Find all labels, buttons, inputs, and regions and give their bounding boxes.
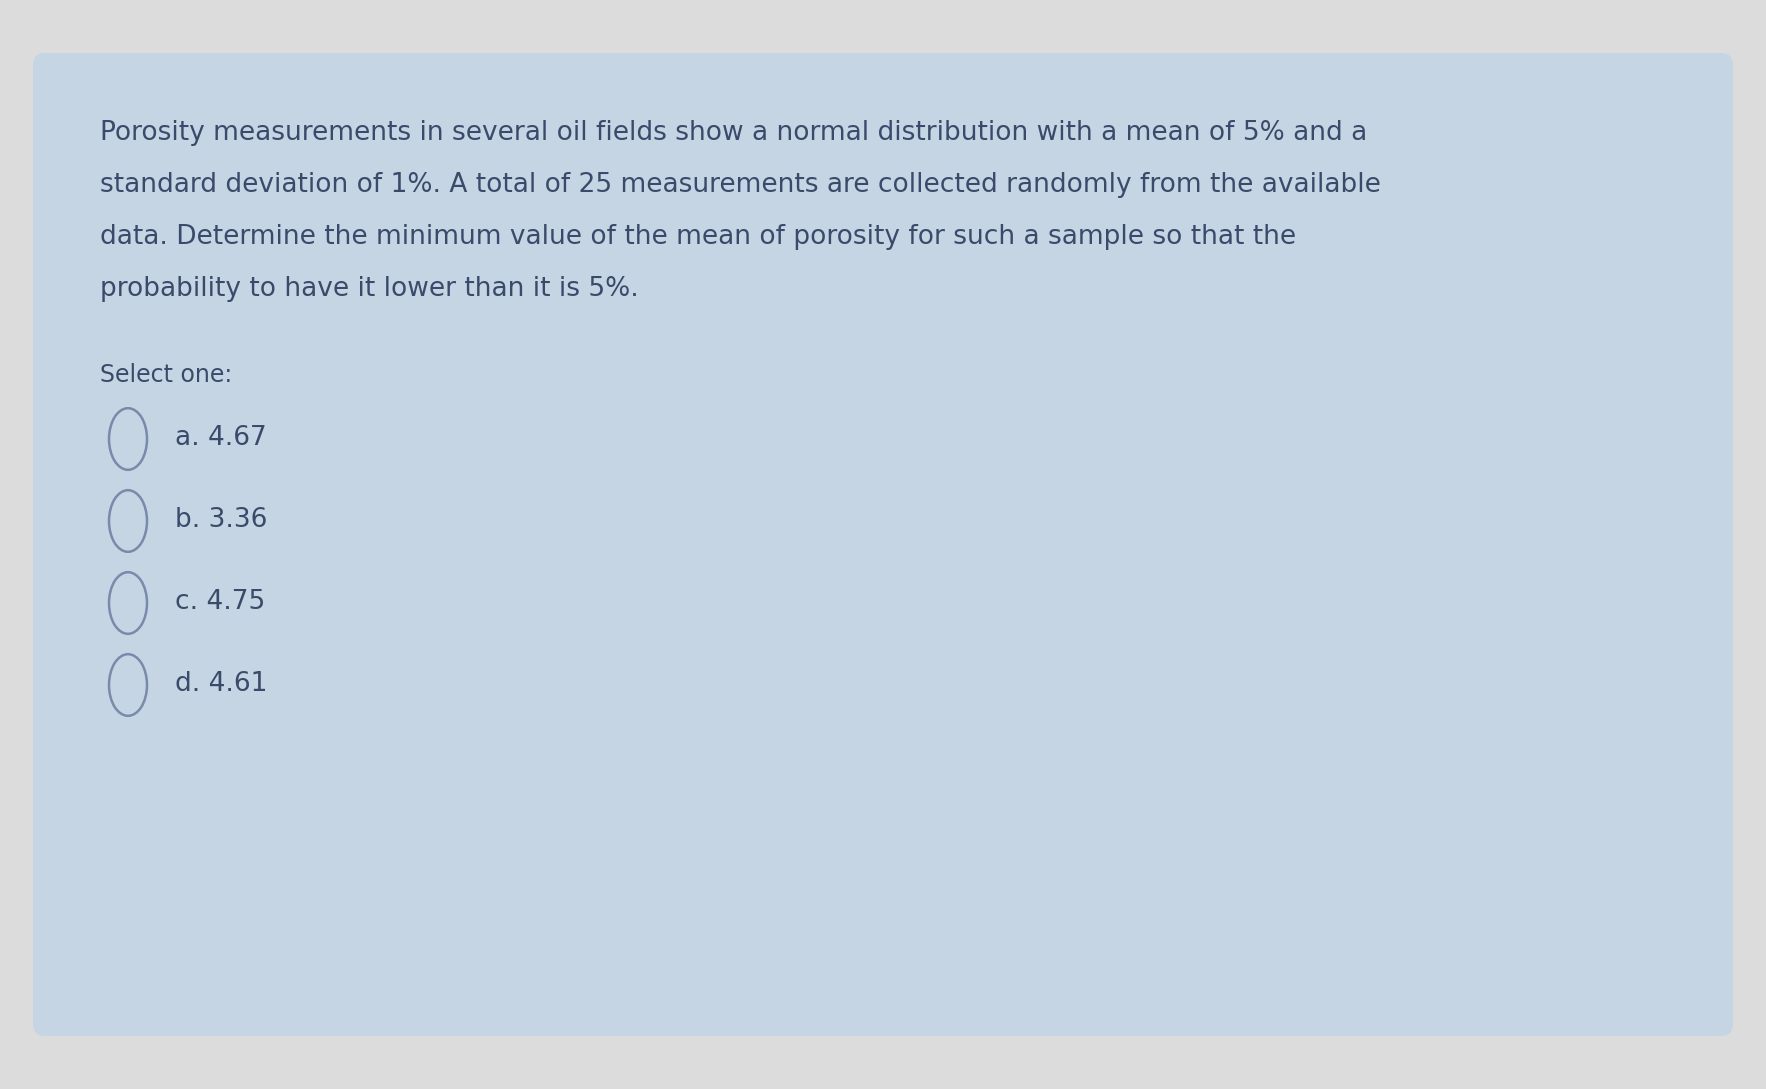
Text: Porosity measurements in several oil fields show a normal distribution with a me: Porosity measurements in several oil fie… (101, 120, 1367, 146)
Text: data. Determine the minimum value of the mean of porosity for such a sample so t: data. Determine the minimum value of the… (101, 224, 1296, 250)
Text: Select one:: Select one: (101, 363, 233, 387)
Text: a. 4.67: a. 4.67 (175, 425, 267, 451)
Text: d. 4.61: d. 4.61 (175, 671, 267, 697)
FancyBboxPatch shape (34, 53, 1732, 1036)
Text: probability to have it lower than it is 5%.: probability to have it lower than it is … (101, 276, 639, 302)
Text: b. 3.36: b. 3.36 (175, 507, 267, 533)
Text: standard deviation of 1%. A total of 25 measurements are collected randomly from: standard deviation of 1%. A total of 25 … (101, 172, 1381, 198)
Text: c. 4.75: c. 4.75 (175, 589, 265, 615)
